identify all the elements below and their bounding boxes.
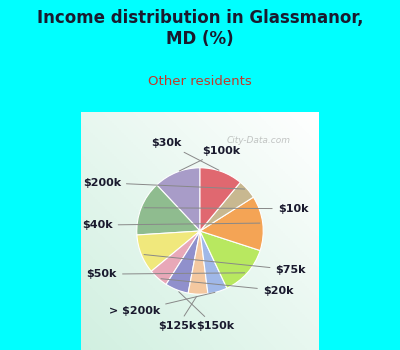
Wedge shape	[157, 168, 200, 231]
Wedge shape	[200, 182, 253, 231]
Text: $40k: $40k	[82, 220, 260, 230]
Wedge shape	[200, 231, 227, 294]
Text: Other residents: Other residents	[148, 75, 252, 88]
Text: $20k: $20k	[161, 279, 293, 295]
Wedge shape	[137, 185, 200, 235]
Wedge shape	[137, 231, 200, 271]
Wedge shape	[200, 231, 260, 288]
Text: $100k: $100k	[179, 146, 240, 171]
Text: City-Data.com: City-Data.com	[226, 136, 290, 145]
Wedge shape	[200, 197, 263, 251]
Text: $50k: $50k	[87, 269, 245, 279]
Wedge shape	[200, 168, 240, 231]
Text: $125k: $125k	[158, 296, 197, 331]
Text: $150k: $150k	[179, 292, 234, 331]
Text: Income distribution in Glassmanor,
MD (%): Income distribution in Glassmanor, MD (%…	[37, 9, 363, 48]
Text: $75k: $75k	[144, 254, 306, 275]
Wedge shape	[166, 231, 200, 293]
Wedge shape	[151, 231, 200, 285]
Text: $10k: $10k	[144, 204, 308, 214]
Text: $30k: $30k	[151, 138, 219, 170]
Wedge shape	[188, 231, 208, 294]
Text: $200k: $200k	[83, 178, 245, 189]
Text: > $200k: > $200k	[109, 292, 215, 316]
